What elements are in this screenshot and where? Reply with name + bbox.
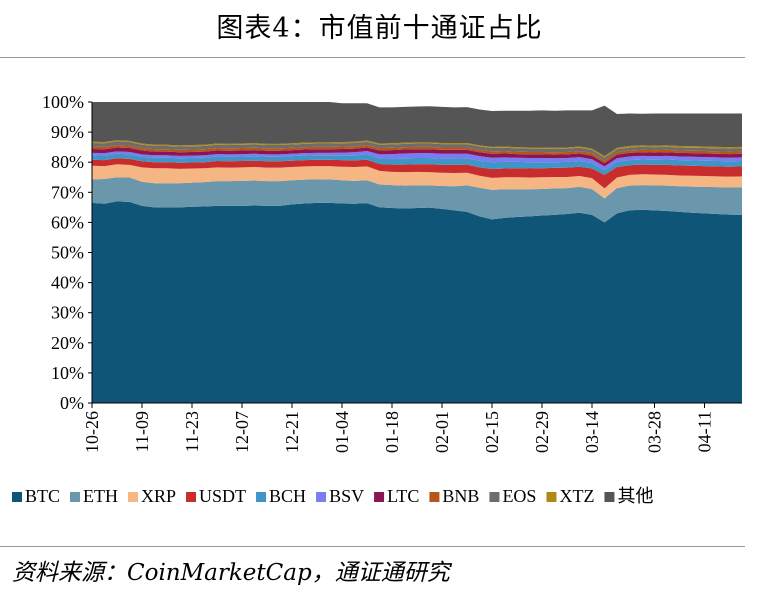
area-btc xyxy=(92,201,742,403)
legend-label: BTC xyxy=(25,486,60,506)
source-note: 资料来源：CoinMarketCap，通证通研究 xyxy=(12,560,450,586)
x-tick-label: 12-07 xyxy=(232,411,252,453)
legend-label: LTC xyxy=(387,486,419,506)
legend-swatch-xtz xyxy=(546,492,557,502)
legend-swatch-bsv xyxy=(316,492,327,502)
legend-swatch-usdt xyxy=(186,492,197,502)
x-tick-label: 01-04 xyxy=(332,411,352,453)
x-tick-label: 03-14 xyxy=(582,411,602,453)
legend-label: XTZ xyxy=(559,486,594,506)
y-tick-label: 90% xyxy=(51,122,84,142)
legend-swatch-xrp xyxy=(128,492,139,502)
y-tick-label: 100% xyxy=(42,92,84,112)
legend-label: XRP xyxy=(141,486,176,506)
x-tick-label: 02-29 xyxy=(532,411,552,453)
y-tick-label: 20% xyxy=(51,333,84,353)
legend-label: BNB xyxy=(442,486,479,506)
y-tick-label: 60% xyxy=(51,212,84,232)
legend-label: EOS xyxy=(502,486,536,506)
x-tick-label: 10-26 xyxy=(82,411,102,453)
area-其他 xyxy=(92,102,742,157)
area-usdt xyxy=(92,158,742,189)
y-tick-label: 40% xyxy=(51,273,84,293)
legend-swatch-bch xyxy=(256,492,267,502)
x-tick-label: 03-28 xyxy=(645,411,665,453)
x-tick-label: 11-23 xyxy=(182,411,202,452)
area-eos xyxy=(92,141,742,161)
y-tick-label: 10% xyxy=(51,363,84,383)
x-tick-label: 02-01 xyxy=(432,411,452,453)
x-axis: 10-26 11-09 11-23 12-07 12-21 01-04 01-18 02-01… xyxy=(82,402,742,453)
legend-label: BCH xyxy=(269,486,306,506)
y-axis: 0% 10% 20% 30% 40% 50% 60% 70% 80% 90% 100% xyxy=(42,92,93,413)
y-tick-label: 50% xyxy=(51,243,84,263)
top-divider xyxy=(0,57,745,58)
legend-swatch-其他 xyxy=(604,492,615,502)
bottom-divider xyxy=(0,546,745,547)
legend-label: 其他 xyxy=(617,486,653,506)
area-layers xyxy=(92,102,742,403)
legend-swatch-eth xyxy=(70,492,81,502)
area-bsv xyxy=(92,151,742,171)
y-tick-label: 30% xyxy=(51,303,84,323)
x-tick-label: 01-18 xyxy=(382,411,402,453)
area-bch xyxy=(92,153,742,175)
figure-title: 图表4：市值前十通证占比 xyxy=(216,13,543,44)
x-tick-label: 12-21 xyxy=(282,411,302,453)
area-bnb xyxy=(92,145,742,164)
y-tick-label: 70% xyxy=(51,182,84,202)
legend-swatch-eos xyxy=(489,492,500,502)
x-tick-label: 04-11 xyxy=(695,411,715,452)
area-ltc xyxy=(92,147,742,167)
legend-label: BSV xyxy=(329,486,364,506)
x-tick-label: 02-15 xyxy=(482,411,502,453)
x-tick-label: 11-09 xyxy=(132,411,152,452)
legend-swatch-btc xyxy=(12,492,22,502)
y-tick-label: 80% xyxy=(51,152,84,172)
legend: BTC ETH XRP USDT BCH BSV LTC BNB EOS XTZ 其他 xyxy=(12,486,653,506)
area-eth xyxy=(92,177,742,223)
area-xrp xyxy=(92,164,742,199)
legend-label: USDT xyxy=(199,486,246,506)
legend-swatch-bnb xyxy=(429,492,440,502)
legend-swatch-ltc xyxy=(374,492,385,502)
legend-label: ETH xyxy=(83,486,118,506)
y-tick-label: 0% xyxy=(60,393,84,413)
